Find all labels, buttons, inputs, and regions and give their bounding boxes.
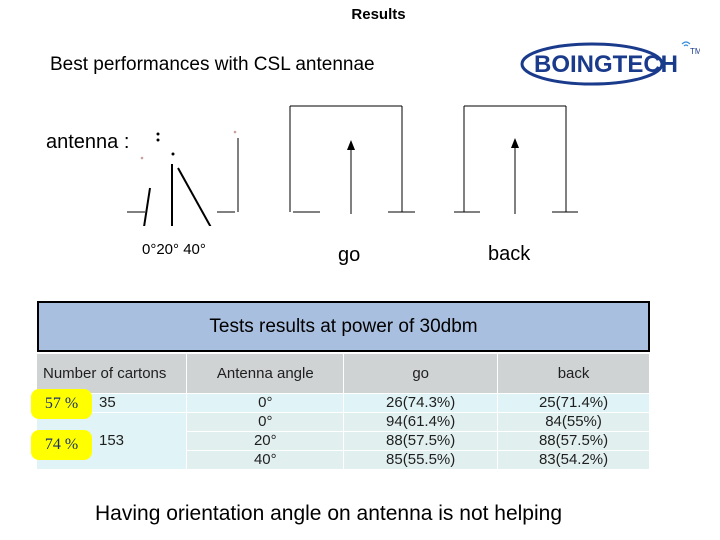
badge-57-percent: 57 %: [31, 389, 92, 419]
cell-angle: 20°: [186, 430, 345, 450]
cell-angle: 0°: [186, 411, 345, 431]
cell-back: 83(54.2%): [497, 449, 650, 469]
results-header: Tests results at power of 30dbm: [37, 301, 650, 352]
cell-go: 26(74.3%): [343, 392, 499, 412]
go-label: go: [338, 244, 361, 266]
conclusion-text: Having orientation angle on antenna is n…: [95, 502, 563, 525]
cell-go: 85(55.5%): [343, 449, 499, 469]
angle-labels: 0°20° 40°: [142, 241, 206, 258]
results-header-text: Tests results at power of 30dbm: [209, 315, 478, 337]
back-label: back: [488, 243, 531, 265]
boingtech-logo: BOINGTECH TM: [520, 41, 700, 86]
portal-left: [127, 138, 239, 213]
cell-angle: 0°: [186, 392, 345, 412]
wifi-icon: [681, 41, 691, 47]
cell-back: 84(55%): [497, 411, 650, 431]
logo-trademark: TM: [690, 47, 700, 56]
cell-back: 25(71.4%): [497, 392, 650, 412]
col-header-go: go: [343, 354, 499, 393]
results-table: Number of cartons Antenna angle go back …: [37, 354, 650, 469]
table-row: 40° 85(55.5%) 83(54.2%): [37, 449, 650, 469]
col-header-angle: Antenna angle: [186, 354, 345, 393]
cell-back: 88(57.5%): [497, 430, 650, 450]
cell-angle: 40°: [186, 449, 345, 469]
portal-go: [289, 105, 415, 214]
table-row: 153 0° 94(61.4%) 84(55%): [37, 411, 650, 469]
table-row: 35 0° 26(74.3%) 25(71.4%): [37, 392, 650, 412]
subtitle: Best performances with CSL antennae: [50, 54, 375, 75]
col-header-cartons: Number of cartons: [37, 354, 188, 393]
portal-back: [454, 105, 578, 214]
col-header-back: back: [497, 354, 650, 393]
antenna-label: antenna :: [46, 131, 130, 153]
slide-title: Results: [351, 6, 406, 23]
table-header-row: Number of cartons Antenna angle go back: [37, 354, 650, 393]
angle-pointers: [140, 130, 237, 226]
logo-text: BOINGTECH: [534, 51, 678, 78]
badge-74-percent: 74 %: [31, 430, 92, 460]
cell-go: 94(61.4%): [343, 411, 499, 431]
logo-swoosh: [520, 42, 664, 86]
cell-go: 88(57.5%): [343, 430, 499, 450]
table-row: 20° 88(57.5%) 88(57.5%): [37, 430, 650, 450]
antenna-diagram: [127, 105, 578, 226]
